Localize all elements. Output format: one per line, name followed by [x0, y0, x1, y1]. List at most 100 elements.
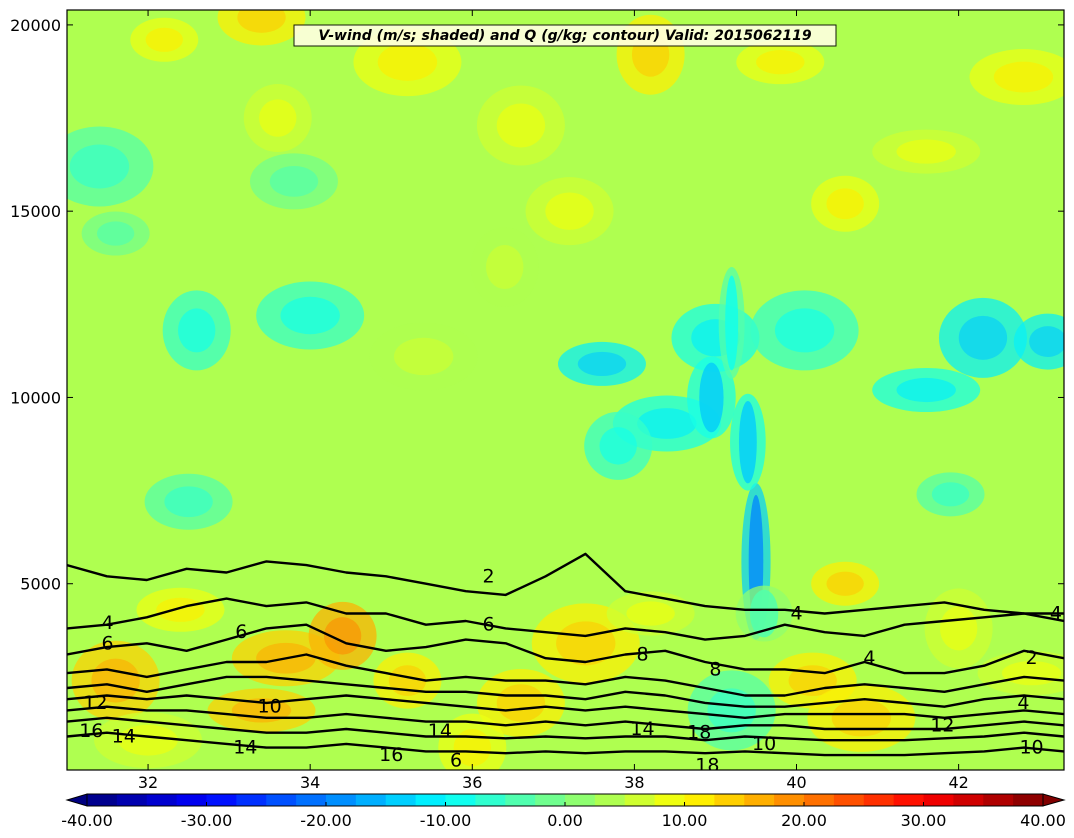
y-tick-label: 15000	[10, 202, 61, 221]
colorbar-segment	[744, 794, 775, 806]
x-tick-label: 38	[624, 773, 644, 792]
colorbar-segment	[714, 794, 745, 806]
shade-blob-core	[599, 427, 637, 465]
colorbar-segment	[804, 794, 835, 806]
colorbar-segment	[893, 794, 924, 806]
contour-label: 2	[1026, 647, 1038, 669]
contour-label: 10	[752, 733, 776, 755]
colorbar-tick-label: 20.00	[781, 811, 827, 830]
shade-blob-core	[69, 144, 130, 189]
contour-line-16	[67, 716, 1064, 742]
shade-blob-core	[774, 308, 835, 353]
x-tick-label: 42	[948, 773, 968, 792]
contour-label: 4	[1017, 692, 1029, 714]
shade-blob-core	[826, 571, 864, 596]
contour-label: 12	[83, 692, 107, 714]
colorbar-tick-label: -10.00	[420, 811, 472, 830]
colorbar-segment	[953, 794, 984, 806]
shade-blob-core	[96, 221, 135, 246]
contour-line-14	[67, 705, 1064, 731]
colorbar-segment	[87, 794, 118, 806]
contour-label: 8	[636, 644, 648, 666]
contour-line-2	[67, 552, 1064, 615]
shade-blob-core	[486, 245, 524, 290]
colorbar-segment	[923, 794, 954, 806]
colorbar-segment	[445, 794, 476, 806]
colorbar-extend-high	[1042, 793, 1066, 807]
colorbar-extend-low	[65, 793, 88, 807]
shade-blob-core	[896, 139, 956, 164]
colorbar-segment	[565, 794, 596, 806]
colorbar-segment	[774, 794, 805, 806]
contour-line-6	[67, 623, 1064, 675]
colorbar-segment	[326, 794, 357, 806]
shade-blob-core	[626, 601, 675, 626]
colorbar-segment	[206, 794, 237, 806]
colorbar-segment	[415, 794, 446, 806]
shade-blob-core	[931, 482, 970, 507]
shade-blob-core	[831, 699, 892, 737]
colorbar-segment	[624, 794, 656, 806]
contour-label: 10	[258, 696, 282, 718]
x-tick-label: 36	[462, 773, 482, 792]
colorbar-segment	[176, 794, 207, 806]
colorbar-segment	[146, 794, 178, 806]
shade-streak-core	[725, 275, 739, 371]
colorbar-tick-label: 0.00	[547, 811, 583, 830]
contour-label: 2	[482, 565, 494, 587]
colorbar-segment	[654, 794, 685, 806]
shade-blob-core	[993, 61, 1054, 93]
contour-line-4	[67, 597, 1064, 641]
colorbar-segment	[475, 794, 506, 806]
contour-label: 4	[790, 603, 802, 625]
contour-label: 14	[630, 718, 654, 740]
shade-blob-core	[259, 99, 297, 137]
contour-label: 18	[687, 722, 711, 744]
x-tick-label: 32	[138, 773, 158, 792]
colorbar-segment	[355, 794, 387, 806]
contour-label: 14	[428, 720, 452, 742]
x-tick-label: 40	[786, 773, 806, 792]
colorbar-tick-label: -30.00	[181, 811, 233, 830]
shade-blob-core	[496, 103, 546, 148]
colorbar-tick-label: 10.00	[662, 811, 708, 830]
plot-frame	[66, 9, 1065, 771]
shade-streak-core	[738, 400, 757, 484]
shade-blob-core	[545, 192, 594, 230]
shade-blob-core	[707, 688, 756, 733]
colorbar-segment	[505, 794, 536, 806]
colorbar: -40.00 -30.00 -20.00 -10.00 0.00 10.00 20.00 30…	[61, 793, 1066, 830]
contour-line-8	[67, 653, 1064, 697]
shade-blob-core	[939, 606, 978, 651]
colorbar-tick-label: -20.00	[300, 811, 352, 830]
colorbar-segment	[833, 794, 865, 806]
y-tick-label: 20000	[10, 16, 61, 35]
shade-blob-core	[164, 486, 213, 518]
x-tick-label: 34	[300, 773, 320, 792]
y-axis: 5000 10000 15000 20000	[10, 16, 1064, 594]
shade-blob-core	[269, 165, 319, 197]
shaded-vwind-field	[67, 10, 1064, 770]
contour-label: 16	[79, 720, 103, 742]
chart-title-box: V-wind (m/s; shaded) and Q (g/kg; contou…	[293, 24, 837, 47]
contour-label: 4	[863, 647, 875, 669]
contour-label: 10	[1019, 737, 1043, 759]
colorbar-segment	[116, 794, 148, 806]
contour-label: 16	[379, 744, 403, 766]
contour-label: 14	[233, 737, 257, 759]
shade-streak-core	[749, 589, 779, 638]
contour-label: 6	[235, 621, 247, 643]
colorbar-segment	[296, 794, 327, 806]
contour-line-18	[67, 731, 1064, 757]
contour-label: 6	[450, 750, 462, 772]
colorbar-segment	[385, 794, 417, 806]
contour-label: 8	[709, 658, 721, 680]
contour-line-12	[67, 694, 1064, 719]
shade-blob-core	[496, 684, 546, 722]
contour-label: 18	[695, 755, 719, 777]
shade-blob-core	[377, 43, 438, 81]
colorbar-segment	[863, 794, 895, 806]
contour-label: 6	[101, 632, 113, 654]
